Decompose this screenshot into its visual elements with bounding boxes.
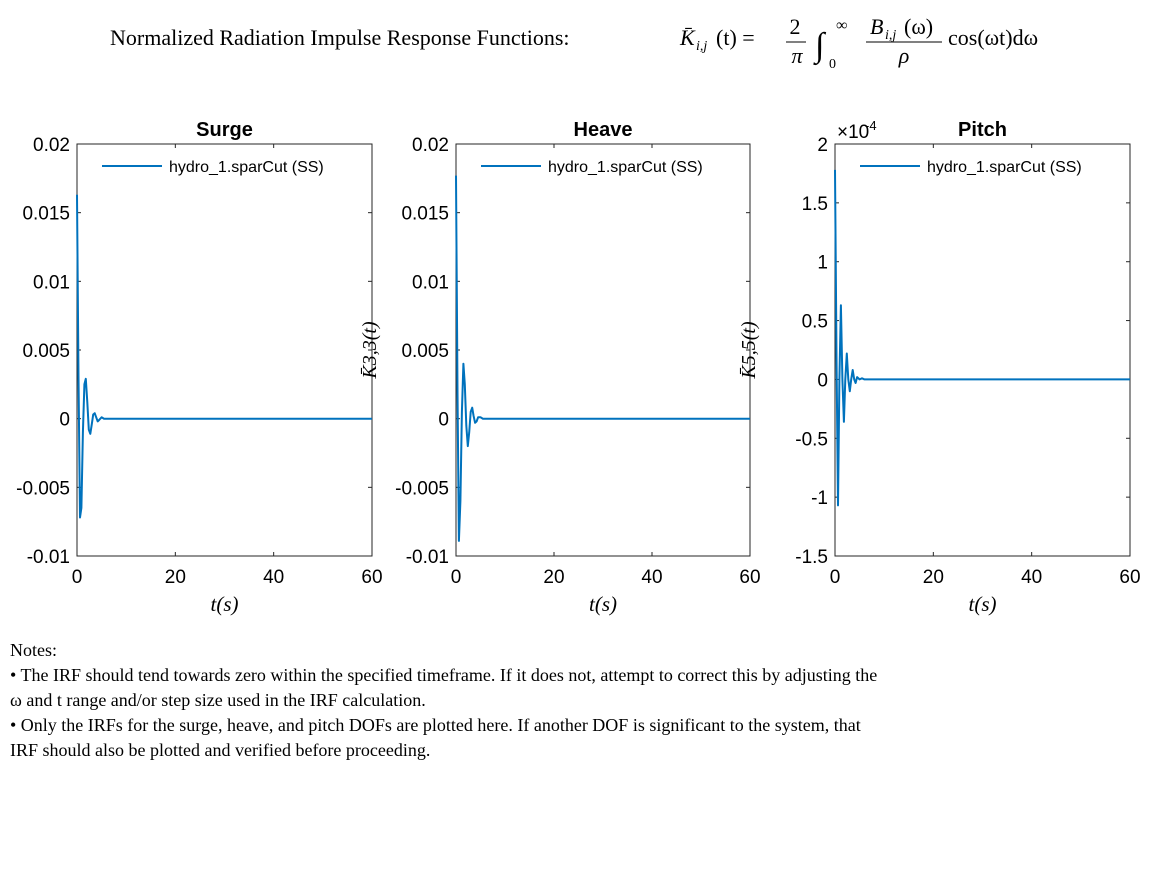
y-tick-label: 0.5: [802, 312, 828, 333]
notes-block: Notes: • The IRF should tend towards zer…: [10, 638, 1150, 763]
y-tick-label: 0.02: [33, 135, 70, 156]
supertitle-text: Normalized Radiation Impulse Response Fu…: [110, 25, 570, 50]
series-line-1: [455, 175, 750, 542]
notes-heading: Notes:: [10, 640, 57, 660]
chart-title: Heave: [574, 119, 633, 141]
formula-lhs-sub: i,j: [696, 39, 707, 54]
y-tick-label: -1: [811, 488, 828, 509]
y-axis-label: K̄3,3(t): [359, 321, 381, 380]
notes-bullet-1a: • The IRF should tend towards zero withi…: [10, 665, 878, 685]
x-axis-label: t(s): [211, 592, 239, 616]
legend-label: hydro_1.sparCut (SS): [927, 159, 1082, 176]
chart-panel-2: Heave 0 20 40 60 -0.01 -0.005 0 0.005 0.01 0.015 0.…: [359, 119, 761, 616]
legend-label: hydro_1.sparCut (SS): [548, 159, 703, 176]
formula-frac2-den: ρ: [898, 43, 910, 68]
formula-frac-num: 2: [790, 18, 801, 39]
x-tick-label: 0: [72, 567, 83, 588]
axes-box: [834, 143, 1131, 557]
supertitle-svg: Normalized Radiation Impulse Response Fu…: [110, 14, 1038, 72]
chart-panel-3: Pitch 0 20 40 60 -1.5 -1 -0.5 0 0.5 1 1.5 2 ×10-4 t(s)…: [738, 118, 1141, 616]
y-tick-label: 0.01: [33, 272, 70, 293]
axes-box: [455, 143, 751, 557]
y-tick-label: 0: [817, 370, 828, 391]
x-tick-label: 60: [1119, 567, 1140, 588]
y-tick-label: -0.01: [27, 547, 70, 568]
y-exponent-power: -4: [865, 118, 877, 133]
x-tick-label: 40: [1021, 567, 1042, 588]
notes-bullet-2a: • Only the IRFs for the surge, heave, an…: [10, 715, 861, 735]
chart-panel-1: Surge 0 20 40 60 -0.01 -0.005 0 0.005 0.01 0.015 0.…: [16, 119, 382, 616]
figure-supertitle: Normalized Radiation Impulse Response Fu…: [0, 14, 1167, 78]
formula-integral: ∫: [813, 27, 827, 66]
x-tick-label: 0: [830, 567, 841, 588]
formula-frac2-num-arg: (ω): [904, 18, 933, 39]
series-line-1: [834, 169, 1130, 507]
formula-int-upper: ∞: [836, 18, 847, 34]
series-line-1: [76, 194, 372, 519]
formula-lhs-arg: (t) =: [716, 25, 755, 50]
y-tick-label: 0: [438, 410, 449, 431]
formula-frac2-num: B: [870, 18, 883, 39]
x-tick-label: 20: [165, 567, 186, 588]
y-tick-label: 1.5: [802, 194, 828, 215]
legend-label: hydro_1.sparCut (SS): [169, 159, 324, 176]
formula-lhs: K̄: [679, 25, 696, 50]
x-tick-label: 60: [739, 567, 760, 588]
x-tick-label: 20: [923, 567, 944, 588]
y-tick-label: 2: [817, 135, 828, 156]
notes-bullet-1b: ω and t range and/or step size used in t…: [10, 690, 426, 710]
y-tick-label: -0.005: [395, 478, 449, 499]
formula-tail: cos(ωt)dω: [948, 25, 1038, 50]
x-tick-label: 40: [641, 567, 662, 588]
y-tick-label: 0.005: [401, 341, 449, 362]
y-tick-label: 0.02: [412, 135, 449, 156]
y-tick-label: -0.01: [406, 547, 449, 568]
y-tick-label: 0.005: [22, 341, 70, 362]
y-tick-label: -0.005: [16, 478, 70, 499]
x-tick-label: 40: [263, 567, 284, 588]
y-exponent-label: ×10: [837, 122, 869, 143]
y-tick-label: -0.5: [795, 429, 828, 450]
x-tick-label: 60: [361, 567, 382, 588]
y-tick-label: 0.015: [401, 204, 449, 225]
y-tick-label: 0.01: [412, 272, 449, 293]
formula-frac2-num-sub: i,j: [885, 28, 896, 43]
x-tick-label: 20: [543, 567, 564, 588]
chart-title: Pitch: [958, 119, 1007, 141]
x-tick-label: 0: [451, 567, 462, 588]
notes-bullet-2b: IRF should also be plotted and verified …: [10, 740, 431, 760]
formula-frac-den: π: [791, 43, 803, 68]
y-tick-label: 1: [817, 253, 828, 274]
x-axis-label: t(s): [589, 592, 617, 616]
y-tick-label: 0: [59, 410, 70, 431]
chart-title: Surge: [196, 119, 253, 141]
x-axis-label: t(s): [969, 592, 997, 616]
y-axis-label: K̄5,5(t): [738, 321, 760, 380]
y-tick-label: 0.015: [22, 204, 70, 225]
axes-box: [76, 143, 373, 557]
formula-int-lower: 0: [829, 57, 836, 72]
y-tick-label: -1.5: [795, 547, 828, 568]
